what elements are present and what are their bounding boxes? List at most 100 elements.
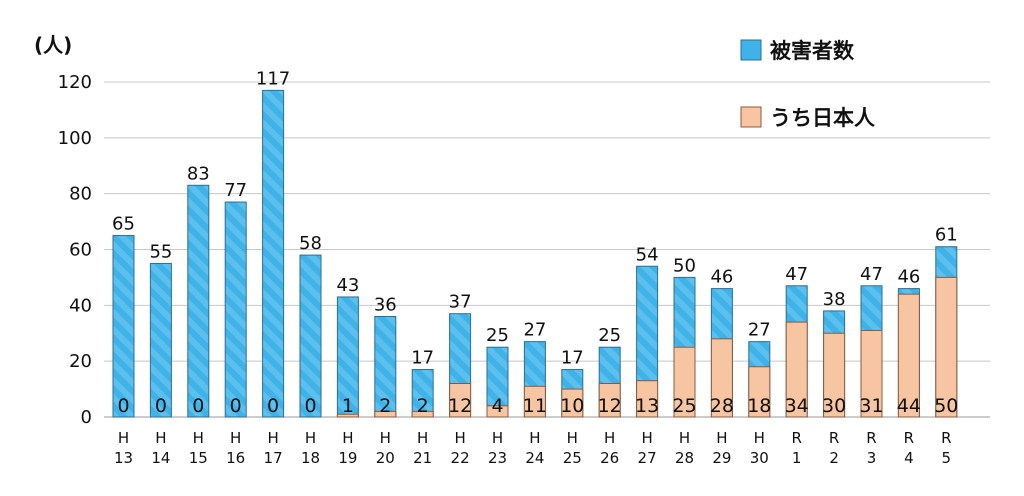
y-axis-unit-label: (人) [34, 33, 72, 57]
y-tick-label: 100 [58, 128, 92, 149]
data-label-victims: 47 [860, 264, 883, 285]
data-label-japanese: 13 [635, 395, 659, 417]
x-tick-year: 27 [638, 449, 657, 467]
data-label-japanese: 1 [342, 395, 354, 417]
data-label-victims: 37 [449, 292, 472, 313]
y-tick-label: 120 [58, 72, 92, 93]
x-tick-era: H [380, 429, 391, 447]
x-tick-year: 20 [376, 449, 395, 467]
x-tick-era: H [604, 429, 615, 447]
data-label-victims: 47 [785, 264, 808, 285]
data-label-japanese: 28 [710, 395, 734, 417]
x-tick-era: H [230, 429, 241, 447]
data-label-japanese: 50 [934, 395, 958, 417]
x-tick-year: 13 [114, 449, 133, 467]
bar-japanese [897, 293, 920, 418]
bar-japanese [860, 329, 883, 418]
x-tick-year: 15 [189, 449, 208, 467]
x-tick-year: 4 [904, 449, 914, 467]
data-label-japanese: 0 [230, 395, 242, 417]
x-tick-year: 2 [829, 449, 839, 467]
x-tick-era: H [417, 429, 428, 447]
x-tick-year: 1 [792, 449, 802, 467]
x-tick-year: 16 [226, 449, 245, 467]
data-label-victims: 46 [897, 267, 920, 288]
data-label-victims: 25 [598, 325, 621, 346]
data-label-japanese: 4 [491, 395, 503, 417]
x-tick-year: 18 [301, 449, 320, 467]
bar-japanese [411, 410, 434, 418]
x-tick-year: 23 [488, 449, 507, 467]
data-label-japanese: 11 [523, 395, 547, 417]
bar-japanese [935, 276, 958, 418]
x-tick-era: H [492, 429, 503, 447]
data-label-japanese: 0 [304, 395, 316, 417]
x-tick-year: 26 [600, 449, 619, 467]
data-label-victims: 50 [673, 255, 696, 276]
bar-japanese [561, 388, 584, 418]
bar-japanese [748, 366, 771, 418]
bar-victims [262, 89, 285, 418]
gridlines [104, 81, 990, 418]
data-label-japanese: 44 [897, 395, 921, 417]
data-label-victims: 36 [374, 295, 397, 316]
data-label-victims: 17 [561, 348, 584, 369]
data-label-victims: 46 [710, 267, 733, 288]
bar-japanese [673, 346, 696, 418]
x-tick-era: R [829, 429, 839, 447]
data-label-victims: 54 [636, 244, 659, 265]
data-label-japanese: 2 [417, 395, 429, 417]
x-tick-era: H [679, 429, 690, 447]
y-tick-label: 60 [69, 240, 92, 261]
legend-swatch-japanese [740, 106, 762, 128]
data-label-victims: 27 [523, 320, 546, 341]
bar-japanese [523, 385, 546, 418]
x-tick-year: 14 [151, 449, 170, 467]
bar-japanese [710, 338, 733, 418]
bar-japanese [636, 380, 659, 418]
bar-japanese [785, 321, 808, 418]
bar-japanese [374, 410, 397, 418]
data-label-victims: 83 [187, 163, 210, 184]
x-tick-year: 25 [563, 449, 582, 467]
bar-victims [149, 262, 172, 418]
x-tick-era: H [529, 429, 540, 447]
data-label-victims: 27 [748, 320, 771, 341]
y-tick-label: 40 [69, 295, 92, 316]
x-tick-era: H [567, 429, 578, 447]
data-label-victims: 61 [935, 225, 958, 246]
legend-label-japanese: うち日本人 [770, 106, 875, 130]
x-tick-year: 5 [942, 449, 952, 467]
x-axis: H13H14H15H16H17H18H19H20H21H22H23H24H25H… [114, 429, 952, 467]
data-label-japanese: 10 [560, 395, 584, 417]
data-label-victims: 25 [486, 325, 509, 346]
data-label-victims: 17 [411, 348, 434, 369]
x-tick-year: 17 [264, 449, 283, 467]
data-label-japanese: 0 [267, 395, 279, 417]
x-tick-era: R [941, 429, 951, 447]
bar-victims [224, 201, 247, 418]
data-label-japanese: 12 [598, 395, 622, 417]
data-label-victims: 117 [256, 68, 290, 89]
x-tick-year: 22 [451, 449, 470, 467]
data-label-japanese: 0 [155, 395, 167, 417]
bar-japanese [449, 383, 472, 418]
x-tick-era: H [342, 429, 353, 447]
y-tick-label: 0 [81, 407, 92, 428]
data-label-victims: 65 [112, 214, 135, 235]
bars: 65 0 55 0 83 0 77 0 117 0 58 0 43 1 36 2 17 2 37 12 25 4 27 11 1… [112, 68, 958, 418]
data-label-victims: 43 [336, 275, 359, 296]
data-label-japanese: 0 [117, 395, 129, 417]
y-tick-label: 20 [69, 351, 92, 372]
x-tick-era: H [305, 429, 316, 447]
x-tick-year: 3 [867, 449, 877, 467]
data-label-japanese: 31 [859, 395, 883, 417]
bar-victims [299, 254, 322, 418]
bar-japanese [598, 383, 621, 418]
x-tick-era: R [791, 429, 801, 447]
data-label-japanese: 0 [192, 395, 204, 417]
y-tick-label: 80 [69, 184, 92, 205]
x-tick-era: H [716, 429, 727, 447]
